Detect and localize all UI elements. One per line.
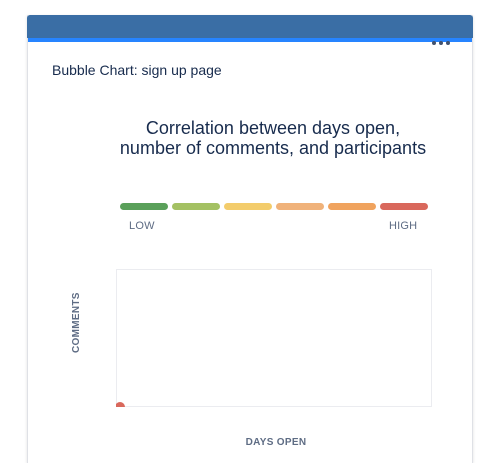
legend-high-label: HIGH — [389, 220, 418, 232]
gadget-title: Bubble Chart: sign up page — [52, 62, 222, 78]
plot-frame — [116, 269, 432, 407]
legend-low-label: LOW — [129, 220, 155, 232]
legend-segment — [172, 203, 220, 210]
gadget-header-accent — [28, 38, 472, 42]
bubble-plot-area — [116, 269, 432, 407]
legend-segment — [276, 203, 324, 210]
chart-title: Correlation between days open, number of… — [119, 118, 427, 158]
x-axis-label: DAYS OPEN — [245, 437, 307, 448]
more-options-icon[interactable] — [432, 38, 450, 48]
y-axis-label: COMMENTS — [71, 292, 82, 353]
heat-legend — [120, 203, 430, 211]
legend-segment — [224, 203, 272, 210]
bubble-chart-gadget: Bubble Chart: sign up page Correlation b… — [27, 15, 473, 463]
legend-segment — [328, 203, 376, 210]
legend-segment — [120, 203, 168, 210]
gadget-header-bar — [27, 15, 473, 38]
legend-segment — [380, 203, 428, 210]
bubble-point[interactable] — [116, 402, 125, 407]
